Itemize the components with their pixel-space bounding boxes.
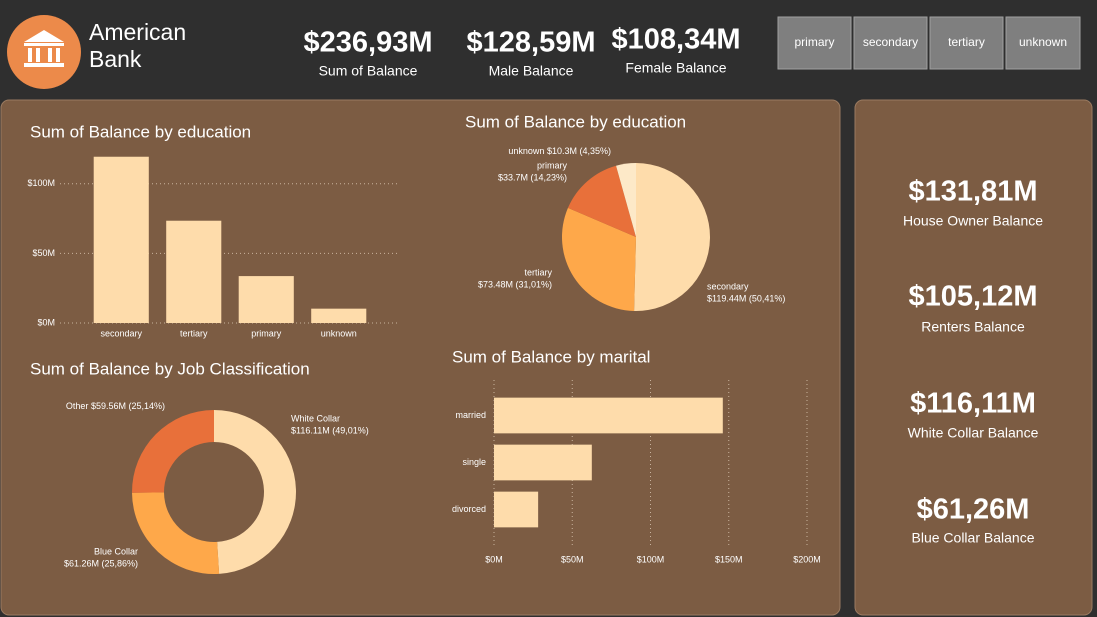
bar — [311, 308, 367, 323]
bar — [238, 276, 294, 323]
slicer-button[interactable] — [929, 16, 1004, 70]
chart-title: Sum of Balance by Job Classification — [30, 359, 310, 378]
y-tick-label: $50M — [32, 248, 55, 258]
chart-title: Sum of Balance by education — [30, 122, 251, 141]
kpi-label: Sum of Balance — [319, 63, 418, 79]
bank-icon — [24, 30, 64, 67]
bar — [166, 220, 222, 323]
slice-value-label: $33.7M (14,23%) — [498, 172, 567, 182]
donut-slice — [132, 410, 214, 493]
slicer[interactable]: primary secondary tertiary unknown — [777, 16, 1081, 70]
chart-title: Sum of Balance by education — [465, 112, 686, 131]
bar — [494, 397, 723, 434]
card-value: $61,26M — [917, 494, 1030, 526]
header-title: Bank — [89, 46, 142, 72]
kpi-value: $128,59M — [467, 27, 596, 59]
slice-value-label: $73.48M (31,01%) — [478, 279, 552, 289]
x-tick-label: $100M — [637, 554, 665, 564]
slice-category: White Collar — [291, 413, 340, 423]
donut-slice — [132, 492, 220, 574]
x-tick-label: tertiary — [180, 328, 208, 338]
slice-value-label: $59.56M (25,14%) — [91, 401, 165, 411]
y-tick-label: divorced — [452, 504, 486, 514]
y-tick-label: $0M — [37, 317, 55, 327]
slice-value-label: $119.44M (50,41%) — [707, 293, 785, 303]
slice-category: tertiary — [524, 267, 552, 277]
bar — [494, 491, 539, 528]
slice-label: unknown $10.3M (4,35%) — [508, 146, 611, 156]
x-tick-label: $50M — [561, 554, 584, 564]
card-value: $116,11M — [910, 388, 1036, 420]
slice-value-label: $116.11M (49,01%) — [291, 425, 369, 435]
slicer-button[interactable] — [853, 16, 928, 70]
slicer-label[interactable]: unknown — [1019, 35, 1067, 49]
card-value: $131,81M — [909, 176, 1038, 208]
x-tick-label: $150M — [715, 554, 743, 564]
slicer-label[interactable]: secondary — [863, 35, 918, 49]
x-tick-label: unknown — [321, 328, 357, 338]
kpi-label: Female Balance — [625, 60, 726, 76]
slice-category: unknown — [508, 146, 544, 156]
x-tick-label: $200M — [793, 554, 821, 564]
chart-title: Sum of Balance by marital — [452, 347, 650, 366]
bar — [93, 156, 149, 323]
kpi-value: $108,34M — [612, 24, 741, 56]
pie-slice — [616, 163, 636, 237]
slicer-label[interactable]: tertiary — [948, 35, 985, 49]
side-panel — [854, 99, 1093, 616]
slicer-button[interactable] — [777, 16, 852, 70]
card-label: Renters Balance — [921, 319, 1025, 335]
pie-slice — [634, 163, 711, 311]
card-label: House Owner Balance — [903, 213, 1043, 229]
x-tick-label: primary — [251, 328, 282, 338]
y-tick-label: single — [462, 457, 486, 467]
donut-slice — [214, 410, 296, 574]
pie-slice — [567, 165, 636, 237]
pie-slice — [562, 207, 636, 311]
y-tick-label: $100M — [27, 178, 55, 188]
kpi-label: Male Balance — [489, 63, 574, 79]
y-tick-label: married — [455, 410, 486, 420]
kpi-value: $236,93M — [304, 27, 433, 59]
logo — [7, 15, 81, 89]
slice-category: secondary — [707, 281, 749, 291]
slicer-label[interactable]: primary — [794, 35, 834, 49]
slice-category: primary — [537, 160, 568, 170]
x-tick-label: $0M — [485, 554, 503, 564]
card-label: White Collar Balance — [908, 425, 1039, 441]
slice-value-label: $61.26M (25,86%) — [64, 558, 138, 568]
slice-value-label: $10.3M (4,35%) — [547, 146, 611, 156]
slice-label: Other $59.56M (25,14%) — [66, 401, 165, 411]
card-value: $105,12M — [909, 281, 1038, 313]
slice-category: Blue Collar — [94, 546, 138, 556]
x-tick-label: secondary — [100, 328, 142, 338]
bar — [494, 444, 592, 481]
card-label: Blue Collar Balance — [912, 530, 1035, 546]
slicer-button[interactable] — [1005, 16, 1081, 70]
slice-category: Other — [66, 401, 89, 411]
header-title: American — [89, 19, 186, 45]
